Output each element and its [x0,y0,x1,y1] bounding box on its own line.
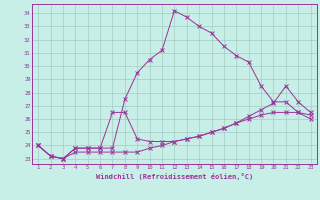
X-axis label: Windchill (Refroidissement éolien,°C): Windchill (Refroidissement éolien,°C) [96,173,253,180]
